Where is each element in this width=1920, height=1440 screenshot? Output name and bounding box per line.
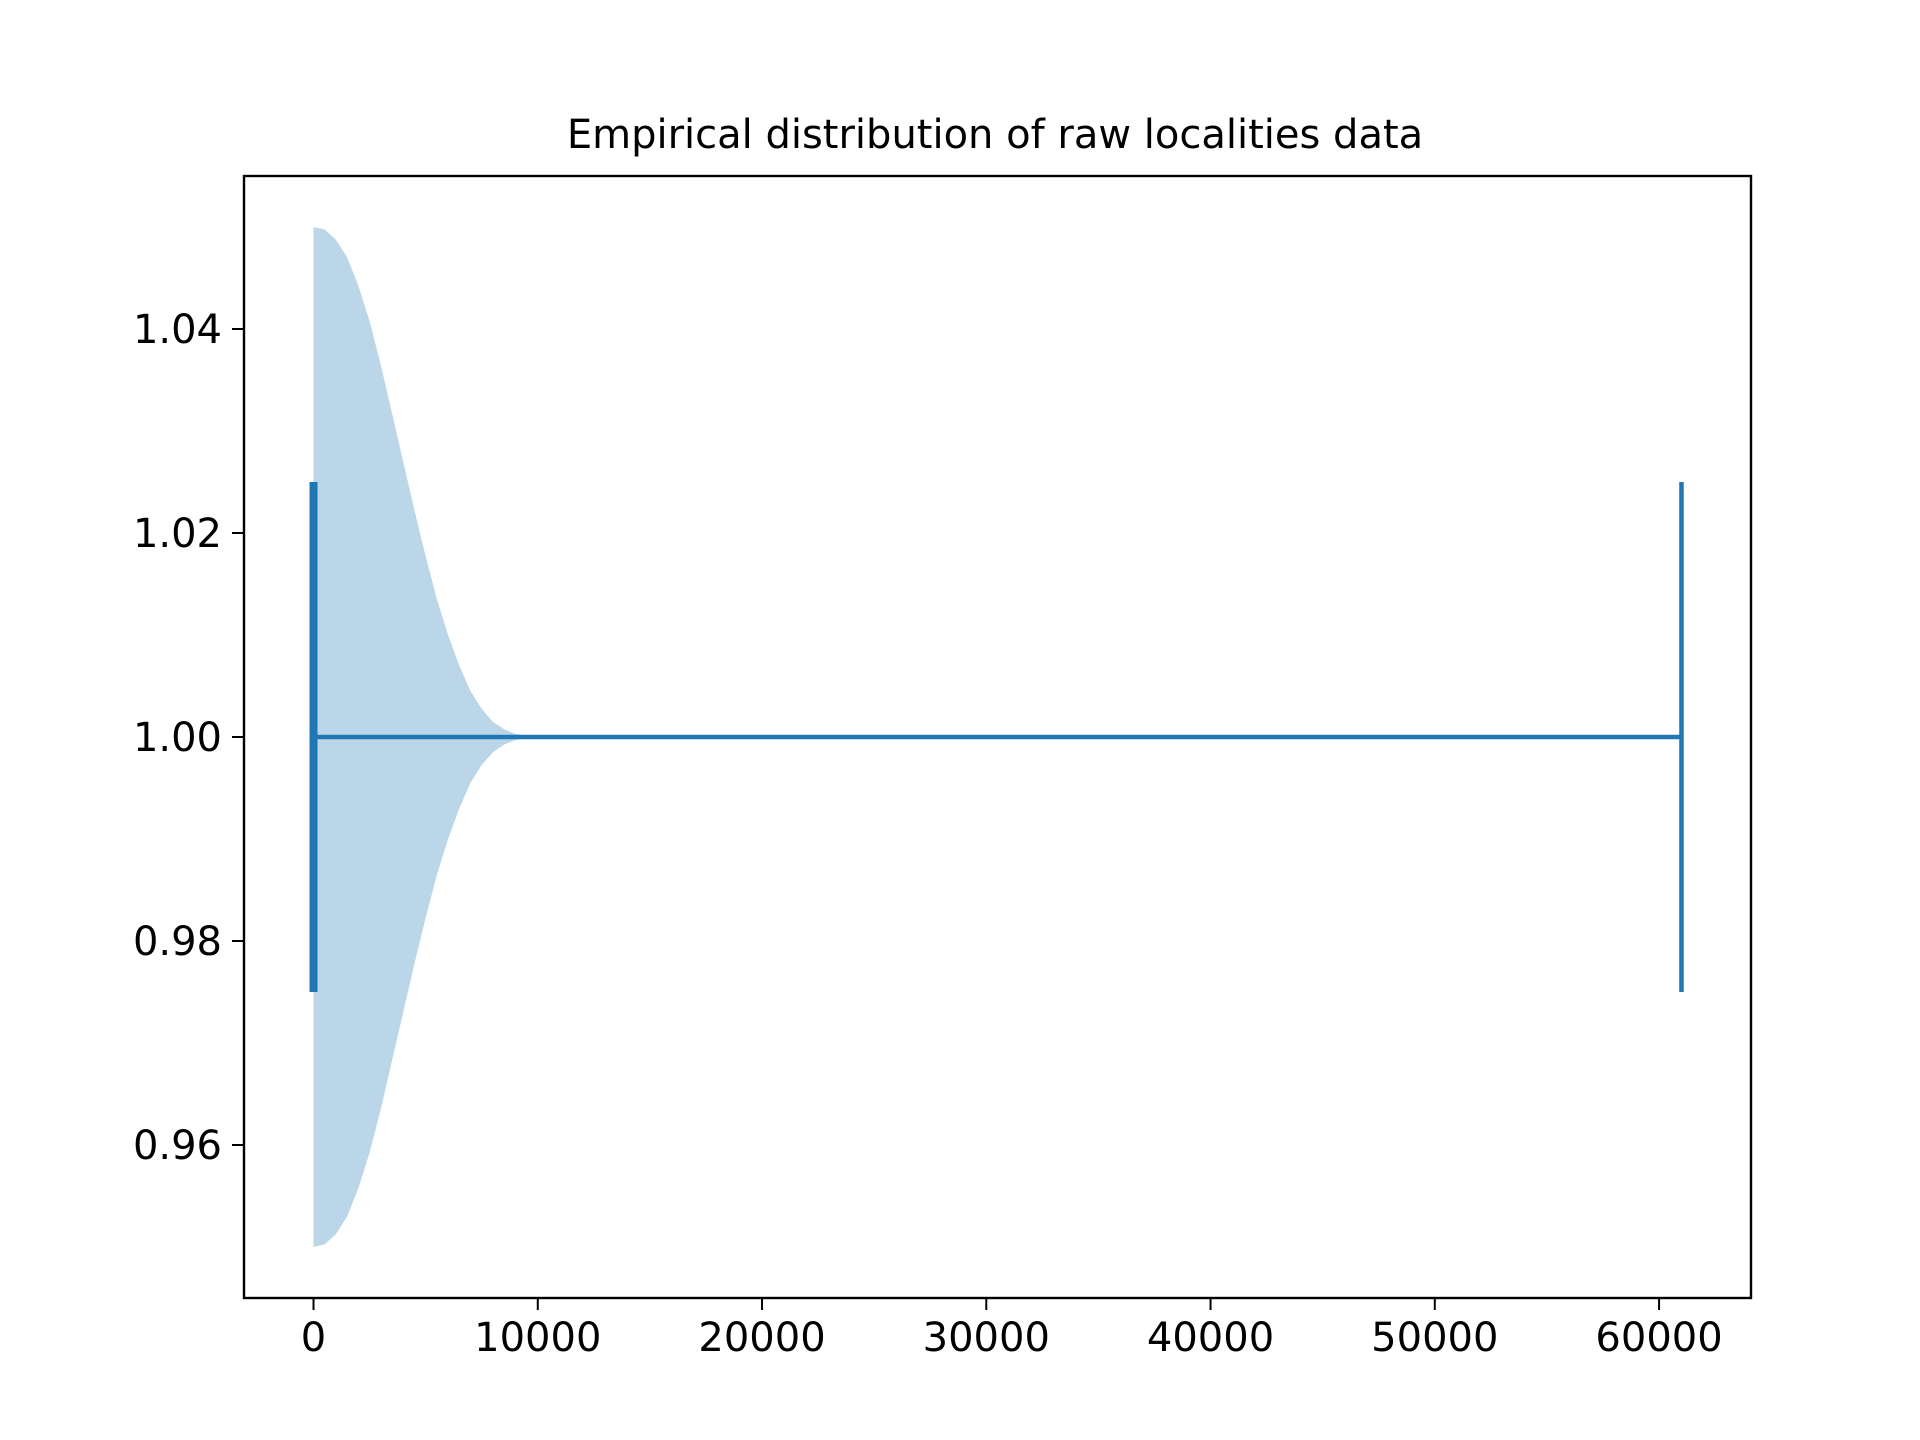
y-tick-label: 0.98 (133, 919, 222, 965)
y-axis: 0.96 0.98 1.00 1.02 1.04 (133, 307, 244, 1169)
y-tick-label: 0.96 (133, 1123, 222, 1169)
chart-title: Empirical distribution of raw localities… (567, 112, 1423, 158)
y-tick-label: 1.00 (133, 715, 222, 761)
y-tick-label: 1.02 (133, 511, 222, 557)
x-axis: 0 10000 20000 30000 40000 50000 60000 (301, 1298, 1723, 1361)
x-tick-label: 20000 (698, 1315, 825, 1361)
plot-area (309, 227, 1684, 1247)
x-tick-label: 0 (301, 1315, 326, 1361)
x-tick-label: 60000 (1595, 1315, 1722, 1361)
x-tick-label: 10000 (474, 1315, 601, 1361)
y-tick-label: 1.04 (133, 307, 222, 353)
x-tick-label: 30000 (923, 1315, 1050, 1361)
x-tick-label: 40000 (1147, 1315, 1274, 1361)
x-tick-label: 50000 (1371, 1315, 1498, 1361)
